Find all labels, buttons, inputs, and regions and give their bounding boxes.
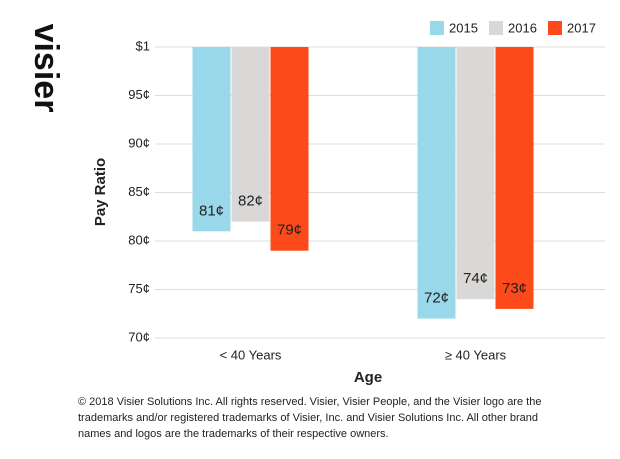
value-label: 82¢ bbox=[238, 193, 263, 210]
value-label: 73¢ bbox=[502, 280, 527, 297]
x-tick-label: < 40 Years bbox=[220, 347, 282, 362]
y-tick-label: 80¢ bbox=[128, 232, 150, 247]
value-label: 81¢ bbox=[199, 202, 224, 219]
footer-line: trademarks and/or registered trademarks … bbox=[78, 412, 538, 424]
legend-label: 2016 bbox=[508, 20, 537, 35]
bar bbox=[231, 47, 270, 222]
legend-swatch bbox=[430, 21, 444, 35]
bar bbox=[270, 47, 309, 251]
footer-line: names and logos are the trademarks of th… bbox=[78, 428, 389, 440]
footer-line: © 2018 Visier Solutions Inc. All rights … bbox=[78, 396, 541, 408]
y-tick-label: $1 bbox=[136, 38, 150, 53]
bar bbox=[417, 47, 456, 319]
y-tick-label: 90¢ bbox=[128, 135, 150, 150]
y-tick-label: 70¢ bbox=[128, 329, 150, 344]
legend-swatch bbox=[548, 21, 562, 35]
y-tick-label: 75¢ bbox=[128, 281, 150, 296]
value-label: 74¢ bbox=[463, 270, 488, 287]
bar bbox=[456, 47, 495, 300]
bar bbox=[192, 47, 231, 232]
logo: visier bbox=[27, 24, 65, 113]
legend-swatch bbox=[489, 21, 503, 35]
x-axis-label: Age bbox=[354, 369, 382, 386]
y-tick-label: 95¢ bbox=[128, 87, 150, 102]
legend-label: 2017 bbox=[567, 20, 596, 35]
x-tick-label: ≥ 40 Years bbox=[445, 347, 507, 362]
value-label: 79¢ bbox=[277, 222, 302, 239]
bar bbox=[495, 47, 534, 309]
y-tick-label: 85¢ bbox=[128, 184, 150, 199]
y-axis-label: Pay Ratio bbox=[92, 158, 109, 226]
legend-label: 2015 bbox=[449, 20, 478, 35]
value-label: 72¢ bbox=[424, 290, 449, 307]
